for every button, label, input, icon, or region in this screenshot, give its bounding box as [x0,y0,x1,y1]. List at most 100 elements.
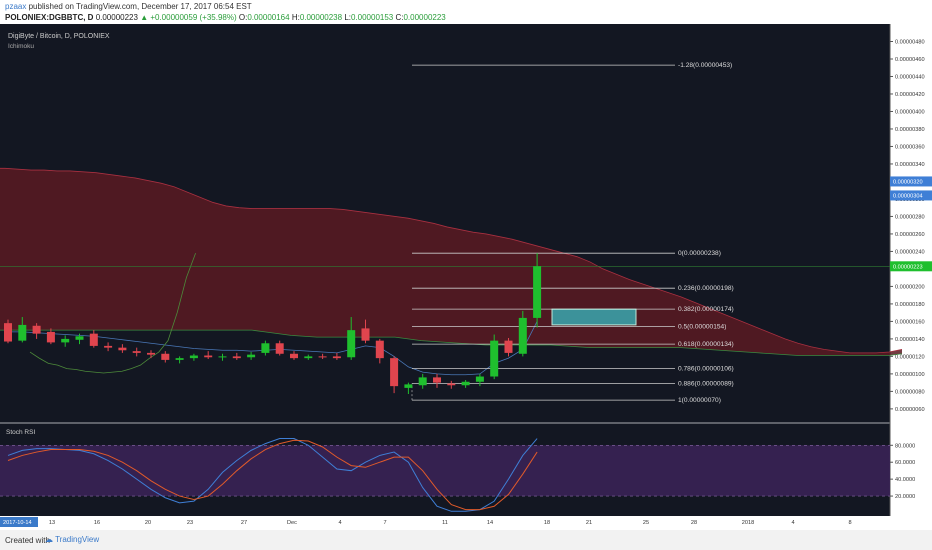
candle-down [375,340,384,359]
fib-level-label: 0.618(0.00000134) [678,341,734,348]
candle-up [533,266,542,318]
candle-up [347,330,356,358]
close-top-value: 0.00000223 [95,13,138,22]
x-date-highlight [0,517,38,527]
rsi-band [0,445,890,497]
rsi-series-d [7,439,538,511]
y-tick-label: 0.00000440 [895,74,925,80]
candle-up [518,317,527,354]
price-tag [890,261,932,272]
target-zone-box [551,308,637,326]
close-label: C: [395,13,404,22]
candle-up [261,343,270,353]
ichimoku-cloud [0,168,902,356]
y-tick-label: 0.00000260 [895,232,925,238]
x-tick-label: 20 [145,520,151,526]
y-tick-label: 0.00000420 [895,92,925,98]
y-tick-label: 0.00000380 [895,127,925,133]
x-tick-label: 2017-10-14 [3,520,32,526]
fib-level-label: 0.786(0.00000106) [678,366,734,373]
y-tick-label: 0.00000100 [895,372,925,378]
x-tick-label: 21 [586,520,592,526]
x-tick-label: 25 [643,520,649,526]
close-value: 0.00000223 [403,13,446,22]
footer-bar: Created with ☁ TradingView [0,530,932,550]
candle-up [304,356,313,359]
indicator-label: Ichimoku [8,43,34,50]
fib-level-label: 0(0.00000238) [678,250,721,257]
candle-down [147,352,155,355]
fib-level-label: 1(0.00000070) [678,397,721,404]
time-axis [0,516,932,530]
candle-up [490,340,499,377]
y-tick-label: 0.00000120 [895,354,925,360]
fib-level-label: -1.28(0.00000453) [678,62,732,69]
x-tick-label: 27 [241,520,247,526]
candle-up [404,384,413,388]
y-tick-label: 0.00000280 [895,214,925,220]
candle-up [247,354,256,358]
x-tick-label: Dec [287,520,297,526]
candle-down [104,345,113,348]
change-value: ▲ +0.00000059 (+35.98%) [140,13,237,22]
tradingview-logo[interactable]: ☁ TradingView [45,535,100,544]
candle-up [418,377,427,386]
created-with-text: Created with [5,536,50,545]
y-tick-label: 0.00000180 [895,302,925,308]
y-tick-label: 0.00000200 [895,284,925,290]
candle-down [46,331,55,343]
x-tick-label: 8 [848,520,851,526]
x-tick-label: 28 [691,520,697,526]
high-label: H: [291,13,300,22]
rsi-series-k [7,438,538,512]
fib-level-label: 0.886(0.00000089) [678,381,734,388]
rsi-y-label: 60.0000 [895,460,915,466]
candle-down [361,328,370,341]
candle-up [175,358,184,360]
publish-line: pzaax published on TradingView.com, Dece… [5,2,252,11]
price-tag [890,190,932,201]
chart-header: pzaax published on TradingView.com, Dece… [0,0,932,24]
x-tick-label: 23 [187,520,193,526]
x-tick-label: 4 [338,520,341,526]
rsi-y-label: 80.0000 [895,443,915,449]
symbol-label: POLONIEX:DGBBTC, D [5,13,94,22]
high-value: 0.00000238 [299,13,343,22]
candle-down [89,333,98,346]
ohlc-line: POLONIEX:DGBBTC, D 0.00000223 ▲ +0.00000… [5,13,446,22]
candle-down [118,347,127,351]
lagging-span [29,253,196,374]
candle-up [461,381,470,386]
low-value: 0.00000153 [350,13,394,22]
x-tick-label: 14 [487,520,493,526]
x-tick-label: 13 [49,520,55,526]
x-tick-label: 16 [94,520,100,526]
cloud-span-b [0,329,903,356]
fib-level-label: 0.5(0.00000154) [678,324,726,331]
y-tick-label: 0.00000480 [895,39,925,45]
price-tag-label: 0.00000223 [893,264,923,270]
y-tick-label: 0.00000080 [895,389,925,395]
chart-canvas[interactable]: 0.00000480 0.00000460 0.00000440 0.00000420… [0,24,932,530]
x-tick-label: 4 [791,520,794,526]
y-tick-label: 0.00000160 [895,319,925,325]
cloud-span-a [0,167,903,354]
x-tick-label: 11 [442,520,448,526]
candle-down [32,325,41,334]
rsi-y-label: 20.0000 [895,494,915,500]
candle-down [390,358,399,387]
price-tag-label: 0.00000320 [893,179,923,185]
candle-down [318,356,327,358]
y-tick-label: 0.00000140 [895,337,925,343]
y-tick-label: 0.00000400 [895,109,925,115]
username-link[interactable]: pzaax [5,2,27,11]
y-tick-label: 0.00000360 [895,144,925,150]
price-tag [890,176,932,187]
rsi-y-label: 40.0000 [895,477,915,483]
candle-down [232,356,241,359]
y-tick-label: 0.00000460 [895,57,925,63]
x-tick-label: 2018 [742,520,754,526]
x-tick-label: 7 [383,520,386,526]
candle-down [332,356,341,359]
rsi-title: Stoch RSI [6,429,35,436]
